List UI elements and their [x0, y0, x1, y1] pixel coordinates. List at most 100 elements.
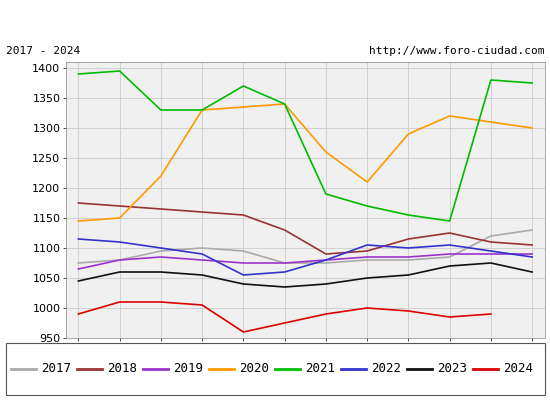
2023: [529, 270, 536, 274]
2018: [157, 206, 164, 211]
2022: [75, 236, 81, 241]
Text: 2024: 2024: [503, 362, 534, 376]
2022: [117, 240, 123, 244]
2021: [281, 102, 288, 106]
2022: [281, 270, 288, 274]
2019: [157, 255, 164, 260]
2020: [240, 104, 246, 109]
2024: [199, 302, 205, 307]
2023: [117, 270, 123, 274]
2017: [405, 258, 411, 262]
Text: Evolucion del paro registrado en Espartinas: Evolucion del paro registrado en Esparti…: [60, 11, 490, 29]
2017: [364, 258, 370, 262]
Text: 2017 - 2024: 2017 - 2024: [6, 46, 80, 56]
Text: http://www.foro-ciudad.com: http://www.foro-ciudad.com: [369, 46, 544, 56]
2024: [75, 312, 81, 316]
2024: [322, 312, 329, 316]
2022: [240, 273, 246, 278]
2024: [240, 330, 246, 334]
2022: [157, 246, 164, 250]
2022: [364, 242, 370, 247]
2024: [117, 300, 123, 304]
2022: [405, 246, 411, 250]
2020: [75, 218, 81, 223]
2018: [322, 252, 329, 256]
2021: [405, 213, 411, 218]
2017: [240, 248, 246, 254]
2023: [240, 282, 246, 286]
2020: [364, 180, 370, 184]
2019: [322, 258, 329, 262]
2017: [199, 246, 205, 250]
2019: [281, 261, 288, 266]
2023: [157, 270, 164, 274]
2023: [487, 261, 494, 266]
2022: [446, 242, 453, 247]
2021: [240, 84, 246, 88]
2018: [529, 242, 536, 247]
2019: [364, 255, 370, 260]
2020: [487, 120, 494, 124]
2022: [199, 252, 205, 256]
2019: [405, 255, 411, 260]
2022: [529, 255, 536, 260]
2023: [322, 282, 329, 286]
2020: [281, 102, 288, 106]
2022: [487, 248, 494, 254]
2020: [446, 114, 453, 118]
2019: [199, 258, 205, 262]
2018: [240, 213, 246, 218]
Line: 2024: 2024: [78, 302, 491, 332]
2019: [240, 261, 246, 266]
2021: [117, 69, 123, 74]
2023: [281, 285, 288, 290]
Line: 2023: 2023: [78, 263, 532, 287]
2020: [405, 132, 411, 136]
2024: [364, 306, 370, 310]
2024: [446, 314, 453, 319]
2023: [364, 276, 370, 280]
2017: [446, 255, 453, 260]
2024: [487, 312, 494, 316]
2020: [322, 150, 329, 154]
2021: [199, 108, 205, 112]
2023: [446, 264, 453, 268]
2017: [322, 261, 329, 266]
Text: 2022: 2022: [371, 362, 401, 376]
2020: [117, 216, 123, 220]
2017: [281, 261, 288, 266]
2017: [117, 258, 123, 262]
2018: [199, 210, 205, 214]
Text: 2017: 2017: [41, 362, 72, 376]
Text: 2020: 2020: [239, 362, 270, 376]
Line: 2017: 2017: [78, 230, 532, 263]
2023: [199, 273, 205, 278]
2020: [529, 126, 536, 130]
2020: [199, 108, 205, 112]
2018: [446, 230, 453, 235]
2019: [487, 252, 494, 256]
2018: [75, 201, 81, 206]
Line: 2019: 2019: [78, 254, 532, 269]
Text: 2023: 2023: [437, 362, 467, 376]
Bar: [6, 343, 544, 395]
2021: [75, 72, 81, 76]
Text: 2021: 2021: [305, 362, 335, 376]
Line: 2020: 2020: [78, 104, 532, 221]
2024: [157, 300, 164, 304]
2018: [364, 248, 370, 254]
Line: 2022: 2022: [78, 239, 532, 275]
2022: [322, 258, 329, 262]
2021: [446, 218, 453, 223]
2017: [529, 228, 536, 232]
2018: [405, 236, 411, 241]
2024: [281, 321, 288, 326]
Text: 2019: 2019: [173, 362, 204, 376]
2023: [405, 273, 411, 278]
2018: [117, 204, 123, 208]
2019: [117, 258, 123, 262]
2019: [446, 252, 453, 256]
Line: 2021: 2021: [78, 71, 532, 221]
2021: [322, 192, 329, 196]
Text: 2018: 2018: [107, 362, 138, 376]
